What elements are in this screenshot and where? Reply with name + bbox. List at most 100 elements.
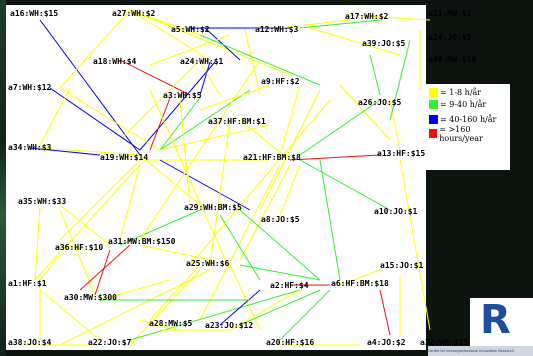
edge	[139, 319, 181, 331]
edge	[289, 154, 381, 161]
legend-label: = 40-160 h/år	[440, 115, 497, 124]
edge	[319, 159, 341, 281]
node-a27: a27:WH:$2	[112, 9, 156, 18]
edge	[99, 279, 171, 301]
node-a29: a29:WH:BM:$5	[184, 203, 242, 212]
node-a2: a2:HF:$4	[270, 281, 309, 290]
legend-swatch	[429, 88, 438, 97]
legend-label: = 9-40 h/år	[440, 100, 487, 109]
node-a9: a9:HF:$2	[261, 77, 300, 86]
node-a21: a21:HF:BM:$8	[243, 153, 301, 162]
edge	[39, 147, 141, 156]
edge	[129, 9, 211, 61]
node-a14: a14:JO:$5	[428, 33, 472, 42]
edge	[179, 99, 191, 206]
edge	[59, 204, 111, 246]
edge	[239, 209, 321, 281]
legend: = 1-8 h/år = 9-40 h/år = 40-160 h/år = >…	[426, 84, 510, 170]
node-a18: a18:WH:$4	[93, 57, 137, 66]
edge	[59, 209, 96, 296]
node-layer: a16:WH:$15 a27:WH:$2 a5:WH:$2 a12:WH:$3 …	[8, 9, 476, 347]
edge	[399, 159, 431, 331]
node-a7: a7:WH:$12	[8, 83, 52, 92]
edge	[259, 89, 321, 211]
node-a1: a1:HF:$1	[8, 279, 47, 288]
node-a26: a26:JO:$5	[358, 98, 402, 107]
node-a4: a4:JO:$2	[367, 338, 406, 347]
legend-swatch	[429, 115, 438, 124]
edge	[139, 59, 261, 241]
edge	[159, 97, 201, 151]
edge	[244, 29, 261, 96]
node-a15: a15:JO:$1	[380, 261, 424, 270]
edge	[339, 269, 381, 286]
edge	[299, 159, 391, 211]
network-panel	[6, 5, 426, 350]
node-a13: a13:HF:$15	[377, 149, 425, 158]
edge	[139, 61, 216, 151]
edge	[379, 289, 391, 336]
node-a5: a5:WH:$2	[171, 25, 210, 34]
node-a23: a23:JO:$12	[205, 321, 253, 330]
edge	[59, 244, 91, 251]
edge-layer	[20, 9, 431, 346]
node-a10: a10:JO:$1	[374, 207, 418, 216]
node-a16: a16:WH:$15	[10, 9, 58, 18]
legend-label: = 1-8 h/år	[440, 88, 482, 97]
node-a6: a6:HF:BM:$18	[331, 279, 389, 288]
edge	[39, 87, 71, 146]
edge	[239, 164, 291, 261]
node-a30: a30:MW:$300	[64, 293, 117, 302]
edge	[59, 269, 211, 346]
edge	[34, 204, 41, 281]
edge	[279, 289, 331, 341]
edge	[159, 89, 251, 151]
node-a12: a12:WH:$3	[255, 25, 299, 34]
edge	[39, 289, 101, 341]
edge	[149, 34, 231, 66]
node-a24: a24:WH:$1	[180, 57, 224, 66]
edge	[39, 254, 61, 281]
node-a17: a17:WH:$2	[345, 12, 389, 21]
legend-item-red: = >160 hours/year	[429, 125, 510, 143]
edge	[239, 264, 321, 281]
node-a11: a11:MW:$2	[428, 9, 472, 18]
edge	[149, 89, 231, 271]
edge	[279, 19, 351, 29]
node-a3: a3:WH:$5	[163, 91, 202, 100]
edge	[229, 289, 301, 331]
logo-r: R	[480, 297, 511, 343]
edge	[279, 164, 301, 216]
legend-swatch	[429, 129, 438, 138]
node-a8: a8:JO:$5	[261, 215, 300, 224]
edge	[389, 99, 401, 151]
edge	[94, 249, 111, 296]
node-a31: a31:MW:BM:$150	[108, 237, 176, 246]
edge	[279, 84, 301, 156]
edge	[199, 61, 221, 96]
edge	[139, 244, 211, 261]
edge	[59, 159, 141, 241]
node-a36: a36:HF:$10	[55, 243, 103, 252]
edge	[239, 289, 321, 326]
node-a20: a20:HF:$16	[266, 338, 314, 347]
node-a37: a37:HF:BM:$1	[208, 117, 266, 126]
edge	[199, 164, 281, 321]
edge	[149, 264, 201, 321]
edge	[339, 84, 391, 141]
edge	[129, 9, 201, 36]
logo-panel	[470, 298, 533, 346]
edge	[49, 87, 141, 151]
node-a25: a25:WH:$6	[186, 259, 230, 268]
edge	[299, 19, 381, 29]
legend-item-green: = 9-40 h/år	[429, 99, 486, 110]
edge	[389, 39, 411, 121]
edge	[34, 164, 141, 281]
edge	[119, 59, 191, 96]
logo-caption: Centre for Interorganisational Innovatio…	[428, 346, 533, 356]
edge	[369, 54, 381, 96]
legend-swatch	[429, 100, 438, 109]
node-a19: a19:WH:$14	[100, 153, 148, 162]
edge	[119, 164, 141, 241]
